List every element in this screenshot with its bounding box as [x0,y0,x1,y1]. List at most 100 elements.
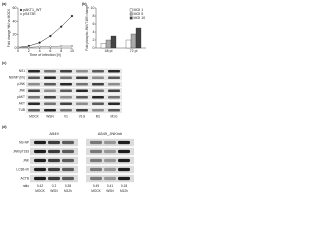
blot-band [48,176,60,181]
page: (a) (b) (c) (d) 0 20 40 60 Fold change %M vs… [0,0,150,222]
x-tick-label: 72 pi [130,49,138,53]
legend-swatch [129,16,133,20]
bar [135,27,142,49]
blot-band [108,109,120,112]
series-line [18,45,72,48]
blot-strip [26,107,122,113]
x-tick-label: 2 [28,49,30,53]
y-tick-label: 0 [93,46,95,50]
row-label: pJNK [17,82,26,86]
blot-band [34,176,46,181]
panel-label: (b) [82,2,87,6]
blot-band [60,89,72,92]
blot-band [62,176,74,181]
blot-band [44,109,56,112]
blot-band [92,76,104,79]
blot-band [62,167,74,172]
data-point [38,41,41,44]
blot-strip [26,81,122,87]
blot-band [108,102,120,105]
blot-band [48,140,60,145]
row-label: JNK [23,158,30,162]
ratio-value: 0.42 [37,184,43,188]
blot-band [34,158,46,163]
row-label: NS-NP [19,140,29,144]
blot-band [118,140,130,145]
legend-label: pS473E [23,12,36,16]
bar [125,39,132,49]
x-tick-label: 10 [70,49,74,53]
x-tick-label: 0 [17,49,19,53]
blot-band [90,158,102,163]
blot-strip [26,75,122,81]
lane-label: M12h [64,189,72,193]
y-tick-label: 2 [93,38,95,42]
blot-strip [26,94,122,100]
data-point [60,25,63,28]
blot-band [92,83,104,86]
blot-band [60,102,72,105]
y-tick-label: 8 [93,14,95,18]
blot-band [44,83,56,86]
blot-band [108,83,120,86]
row-label: JNK/pT183 [13,149,29,153]
x-tick-label: 6 [49,49,51,53]
ratio-value: 0.18 [121,184,127,188]
data-point [60,44,63,48]
bar [110,35,117,49]
blot-band [92,89,104,92]
blot-band [90,167,102,172]
y-tick-label: 6 [93,22,95,26]
blot-band [108,96,120,99]
x-tick-label: 8 [60,49,62,53]
blot-strip [26,101,122,107]
blot-band [48,158,60,163]
panel-label: (d) [2,125,7,129]
blot-strip [26,68,122,74]
blot-band [28,70,40,73]
blot-band [90,176,102,181]
legend-swatch [129,8,133,12]
blot-band [62,140,74,145]
blot-band [104,167,116,172]
blot-band [104,158,116,163]
y-tick-label: 0 [15,46,17,50]
blot-band [76,89,88,92]
legend-label: MOI 5 [134,12,144,16]
blot-band [92,70,104,73]
blot-band [60,109,72,112]
row-label: ACTB [20,176,29,180]
blot-band [92,102,104,105]
lane-label: WSN [106,189,114,193]
blot-band [118,158,130,163]
legend-marker [19,12,23,16]
blot-band [62,149,74,154]
blot-band [34,167,46,172]
blot-band [44,96,56,99]
data-point [49,34,52,38]
blot-band [44,89,56,92]
blot-band [118,176,130,181]
lane-label: V1 [64,114,68,118]
lane-label: MOCK [35,189,45,193]
blot-band [108,70,120,73]
blot-band [28,89,40,92]
y-tick-label: 40 [13,19,17,23]
blot-band [90,149,102,154]
legend-marker [19,8,23,12]
blot-band [104,149,116,154]
legend-label: MOI 1 [134,8,144,12]
blot-band [108,89,120,92]
x-axis-label: Time of infection [h] [29,53,60,57]
blot-band [48,167,60,172]
ratio-value: 0.41 [107,184,113,188]
data-point [70,14,74,18]
group-title: A549 [49,131,59,136]
blot-band [34,149,46,154]
blot-band [118,149,130,154]
blot-strip [26,88,122,94]
data-point [49,45,52,48]
blot-band [76,83,88,86]
bar [105,39,112,49]
blot-band [104,140,116,145]
